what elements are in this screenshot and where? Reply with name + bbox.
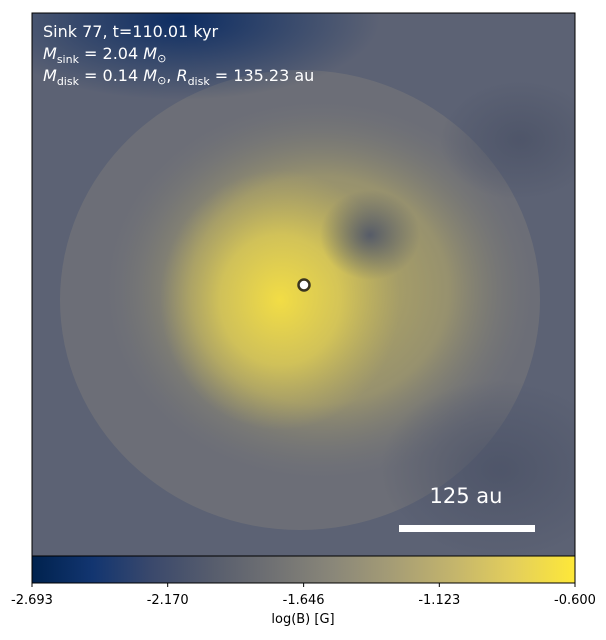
annotation: Mdisk = 0.14 M⊙, Rdisk = 135.23 au bbox=[43, 66, 314, 88]
annotation-part: M bbox=[143, 44, 157, 63]
annotation-part: ⊙ bbox=[157, 52, 166, 65]
colorbar-tick-label: -1.123 bbox=[418, 593, 460, 608]
colorbar-tick-label: -0.600 bbox=[554, 593, 596, 608]
annotation-part: disk bbox=[57, 75, 80, 88]
annotation-part: M bbox=[143, 66, 157, 85]
sink-marker bbox=[297, 278, 311, 292]
annotation-part: = 0.14 bbox=[79, 66, 143, 85]
annotation-part: sink bbox=[57, 53, 80, 66]
annotation-part: disk bbox=[188, 75, 211, 88]
colorbar-tick-label: -2.693 bbox=[11, 593, 53, 608]
annotation-part: M bbox=[43, 44, 57, 63]
annotation: Sink 77, t=110.01 kyr bbox=[43, 22, 219, 41]
colorbar-tick-label: -2.170 bbox=[147, 593, 189, 608]
scale-bar-label: 125 au bbox=[430, 484, 503, 508]
annotation-part: ⊙ bbox=[157, 74, 166, 87]
scale-bar bbox=[399, 525, 535, 532]
colorbar-ticks: -2.693 -2.170 -1.646 -1.123 -0.600 bbox=[11, 583, 596, 608]
annotation: Msink = 2.04 M⊙ bbox=[43, 44, 166, 66]
colorbar-tick-label: -1.646 bbox=[283, 593, 325, 608]
annotation-part: , bbox=[166, 66, 176, 85]
annotation-part: R bbox=[176, 66, 187, 85]
annotation-part: M bbox=[43, 66, 57, 85]
annotation-part: Sink 77, t=110.01 kyr bbox=[43, 22, 219, 41]
annotation-part: = 2.04 bbox=[79, 44, 143, 63]
annotation-part: = 135.23 au bbox=[210, 66, 315, 85]
colorbar-label: log(B) [G] bbox=[271, 612, 334, 627]
map bbox=[32, 13, 575, 556]
colorbar bbox=[31, 555, 576, 584]
